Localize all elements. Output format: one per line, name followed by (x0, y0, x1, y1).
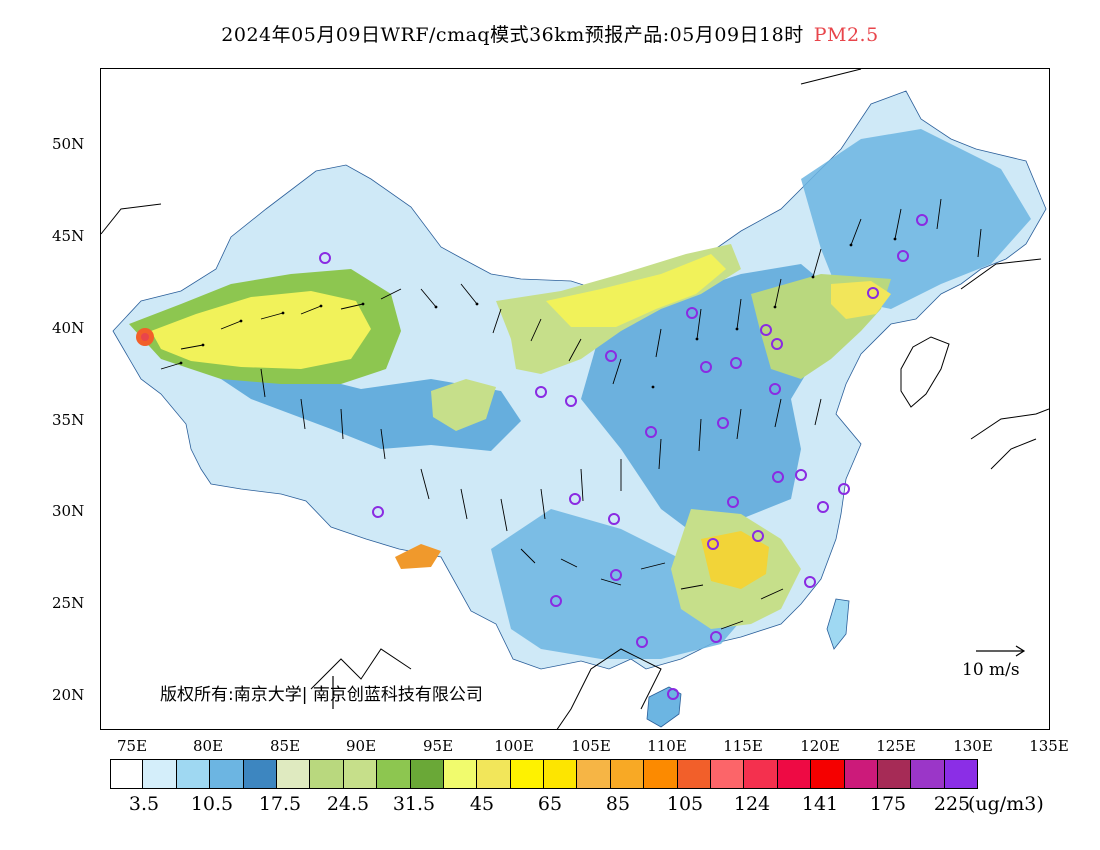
lon-label-135e: 135E (1029, 737, 1069, 755)
legend-swatch (610, 759, 645, 789)
lon-label-105e: 105E (571, 737, 611, 755)
legend-swatch (911, 759, 945, 789)
station-markers (319, 214, 928, 700)
pm-band-green-basin (431, 379, 496, 431)
legend-label-175: 175 (869, 793, 907, 815)
pm-band-yellow-taklimakan (151, 291, 371, 369)
legend-swatch (777, 759, 812, 789)
legend-swatch (443, 759, 478, 789)
legend-label-3-5: 3.5 (128, 793, 160, 815)
pm-band-yellow-northeast (831, 281, 891, 319)
legend-swatch (877, 759, 912, 789)
lon-label-125e: 125E (876, 737, 916, 755)
lat-label-20n: 20N (52, 686, 85, 704)
legend-label-17-5: 17.5 (258, 793, 302, 815)
legend-swatch (410, 759, 444, 789)
legend-label-24-5: 24.5 (326, 793, 370, 815)
lon-label-75e: 75E (116, 737, 148, 755)
lon-label-110e: 110E (647, 737, 687, 755)
legend-swatch (844, 759, 878, 789)
legend-swatch (377, 759, 411, 789)
lon-label-90e: 90E (345, 737, 377, 755)
copyright-text: 版权所有:南京大学| 南京创蓝科技有限公司 (160, 685, 483, 705)
china-territory (112, 90, 1047, 670)
pm-band-orange-tibet (395, 544, 441, 569)
legend-swatch (744, 759, 778, 789)
coastline-korea (900, 336, 950, 408)
legend-swatch (276, 759, 311, 789)
hainan-island (646, 686, 682, 728)
pm-band-blue-south (491, 509, 751, 659)
legend-swatch (176, 759, 211, 789)
lat-label-25n: 25N (52, 594, 85, 612)
legend-unit: (ug/m3) (968, 793, 1044, 815)
legend-swatch (544, 759, 578, 789)
legend-swatch (143, 759, 177, 789)
legend-swatch (243, 759, 277, 789)
lon-label-120e: 120E (800, 737, 840, 755)
title-main: 2024年05月09日WRF/cmaq模式36km预报产品:05月09日18时 (221, 24, 804, 46)
legend-swatch (210, 759, 244, 789)
legend-swatch (577, 759, 611, 789)
legend-label-105: 105 (666, 793, 704, 815)
lon-label-80e: 80E (192, 737, 224, 755)
legend-swatch (677, 759, 712, 789)
pm-hotspot-kashgar-core (141, 333, 149, 341)
lon-label-85e: 85E (269, 737, 301, 755)
legend-swatch (510, 759, 545, 789)
wind-arrowheads (179, 237, 897, 389)
legend-swatch (110, 759, 144, 789)
legend-swatch (310, 759, 344, 789)
pm-band-blue-northeast (801, 129, 1031, 309)
pm-band-yellow-gobi (546, 254, 726, 327)
wind-reference-label: 10 m/s (962, 660, 1020, 680)
lon-label-115e: 115E (723, 737, 763, 755)
wind-reference-arrow (976, 645, 1026, 657)
legend-swatch (944, 759, 979, 789)
lat-label-50n: 50N (52, 135, 85, 153)
chart-title: 2024年05月09日WRF/cmaq模式36km预报产品:05月09日18时 P… (0, 20, 1100, 47)
title-species: PM2.5 (813, 24, 879, 46)
wind-vectors (160, 198, 982, 630)
border-outline (101, 69, 1042, 729)
map-frame (100, 68, 1050, 730)
legend-label-124: 124 (733, 793, 771, 815)
taiwan-island (826, 598, 850, 650)
legend-label-85: 85 (605, 793, 631, 815)
color-legend (110, 759, 979, 791)
legend-swatch (343, 759, 378, 789)
legend-label-225: 225 (933, 793, 971, 815)
lat-label-30n: 30N (52, 502, 85, 520)
lon-label-100e: 100E (494, 737, 534, 755)
legend-swatch (644, 759, 678, 789)
legend-label-45: 45 (469, 793, 495, 815)
legend-label-65: 65 (537, 793, 563, 815)
legend-swatch (811, 759, 845, 789)
lat-label-40n: 40N (52, 319, 85, 337)
legend-swatch (477, 759, 511, 789)
coastline-japan (970, 408, 1049, 470)
legend-label-10-5: 10.5 (190, 793, 234, 815)
legend-label-141: 141 (801, 793, 839, 815)
legend-label-31-5: 31.5 (392, 793, 436, 815)
pm25-map (101, 69, 1049, 729)
lat-label-45n: 45N (52, 227, 85, 245)
lon-label-130e: 130E (953, 737, 993, 755)
lat-label-35n: 35N (52, 411, 85, 429)
legend-swatch (711, 759, 745, 789)
lon-label-95e: 95E (422, 737, 454, 755)
